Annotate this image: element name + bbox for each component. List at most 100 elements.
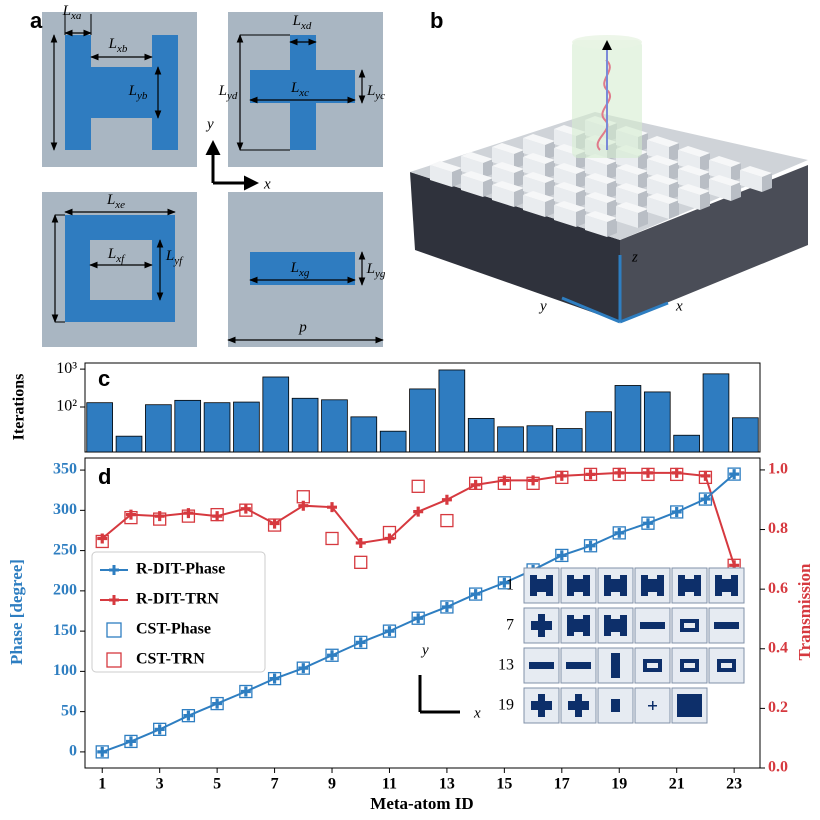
label-main: L: [107, 246, 116, 262]
inset-icon: [524, 688, 559, 723]
inset-row-label: 1: [506, 577, 514, 594]
icon-shape: [611, 653, 620, 678]
x-tick-label: 11: [382, 776, 397, 793]
inset-icon: [561, 688, 596, 723]
label-main: L: [290, 260, 299, 276]
panel-b: [410, 35, 808, 322]
marker: [270, 519, 280, 529]
icon-shape: [678, 575, 685, 596]
marker: [155, 724, 165, 734]
icon-shape: [657, 575, 664, 596]
y2-tick-label: 0.4: [768, 639, 788, 656]
icon-shape: [567, 615, 574, 636]
inset-axis-label: x: [473, 705, 481, 721]
series-line: [102, 473, 734, 565]
label-sub: yd: [226, 90, 238, 102]
bar: [703, 374, 729, 452]
bar: [586, 412, 612, 452]
inset-row-label: 7: [506, 617, 514, 634]
icon-shape: [714, 622, 739, 629]
x-tick-label: 5: [213, 776, 221, 793]
y-tick-label: 150: [53, 622, 77, 639]
label-sub: xe: [114, 199, 125, 211]
marker: [557, 471, 567, 481]
inset-axis-label: y: [420, 642, 429, 658]
marker: [643, 468, 653, 478]
marker: [241, 504, 251, 514]
y-tick-label: 100: [53, 662, 77, 679]
icon-shape: [529, 662, 554, 669]
inset-icon: [635, 688, 670, 723]
panel-label: d: [98, 464, 111, 489]
inset-icon: [524, 568, 559, 603]
icon-shape: [640, 622, 665, 629]
marker: [442, 495, 452, 505]
bar: [615, 385, 641, 452]
bar: [674, 435, 700, 452]
axis-label: z: [631, 249, 638, 265]
icon-hole: [684, 623, 695, 628]
dimension-label: Lxa: [62, 3, 82, 21]
marker: [700, 471, 710, 481]
y2-tick-label: 0.8: [768, 520, 788, 537]
marker: [97, 747, 107, 757]
inset-icon: [524, 648, 559, 683]
marker: [412, 480, 424, 492]
label-main: L: [218, 83, 227, 99]
marker: [614, 528, 624, 538]
panel-label: c: [98, 366, 110, 391]
icon-shape: [620, 615, 627, 636]
bar: [498, 427, 524, 452]
label-sub: xb: [116, 43, 128, 55]
icon-shape: [641, 575, 648, 596]
figure: abcdLxaLxbLybLxdLydLxcLycLxeLxfLyfLxgLyg…: [0, 0, 820, 820]
inset-icon: [709, 608, 744, 643]
label-main: L: [165, 248, 174, 264]
label-main: L: [366, 83, 375, 99]
marker: [355, 556, 367, 568]
bar: [263, 377, 289, 452]
y-tick-label: 250: [53, 541, 77, 558]
marker: [614, 468, 624, 478]
dimension-label: p: [298, 319, 307, 335]
inset-icon: [672, 688, 707, 723]
x-tick-label: 21: [669, 776, 685, 793]
bar: [527, 426, 553, 452]
icon-shape: [684, 579, 695, 592]
x-tick-label: 1: [98, 776, 106, 793]
y-tick-label: 10²: [56, 398, 77, 415]
icon-hole: [721, 663, 732, 668]
icon-shape: [583, 615, 590, 636]
label-sub: xa: [70, 10, 82, 22]
axis-label: y: [205, 116, 214, 132]
icon-shape: [604, 575, 611, 596]
x-axis-label: Meta-atom ID: [370, 794, 473, 813]
marker: [413, 613, 423, 623]
icon-hole: [647, 663, 658, 668]
icon-shape: [721, 579, 732, 592]
icon-shape: [731, 575, 738, 596]
icon-shape: [610, 579, 621, 592]
inset-icon: [561, 568, 596, 603]
x-tick-label: 7: [271, 776, 279, 793]
bar: [410, 389, 436, 452]
inset-icon: [709, 568, 744, 603]
x-tick-label: 17: [554, 776, 570, 793]
marker: [557, 550, 567, 560]
icon-shape: [715, 575, 722, 596]
label-sub: yb: [136, 90, 148, 102]
marker: [384, 626, 394, 636]
bar: [439, 370, 465, 452]
icon-shape: [567, 575, 574, 596]
label-main: L: [366, 261, 375, 277]
inset-icon: [561, 608, 596, 643]
axis-label: x: [263, 176, 271, 192]
y-axis-label: Phase [degree]: [7, 559, 26, 665]
marker: [471, 480, 481, 490]
y2-tick-label: 0.0: [768, 759, 788, 776]
legend-label: R-DIT-Phase: [136, 561, 225, 578]
label-main: L: [290, 80, 299, 96]
x-tick-label: 3: [156, 776, 164, 793]
inset-icon: [672, 608, 707, 643]
marker: [327, 650, 337, 660]
